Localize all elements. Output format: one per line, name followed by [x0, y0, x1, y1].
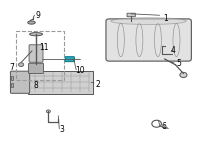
FancyBboxPatch shape: [28, 63, 44, 74]
FancyBboxPatch shape: [29, 45, 43, 62]
FancyBboxPatch shape: [10, 71, 30, 93]
Text: 11: 11: [40, 43, 49, 52]
Text: 3: 3: [60, 125, 65, 134]
Text: 8: 8: [33, 81, 38, 90]
Circle shape: [19, 63, 24, 66]
Ellipse shape: [28, 21, 35, 24]
Text: 9: 9: [35, 11, 40, 20]
Bar: [11, 76, 13, 80]
Ellipse shape: [30, 33, 42, 36]
Text: 6: 6: [161, 122, 166, 131]
Bar: [28, 71, 93, 94]
Circle shape: [46, 110, 50, 113]
Bar: [16, 31, 64, 80]
Circle shape: [180, 72, 187, 78]
Text: 4: 4: [171, 46, 176, 55]
Bar: [11, 83, 13, 87]
Text: 5: 5: [176, 59, 181, 68]
Text: 1: 1: [163, 14, 168, 23]
Text: 2: 2: [96, 80, 100, 89]
FancyBboxPatch shape: [106, 19, 191, 61]
FancyBboxPatch shape: [127, 13, 135, 17]
FancyBboxPatch shape: [65, 57, 74, 62]
Text: 7: 7: [9, 63, 14, 72]
Text: 10: 10: [75, 66, 85, 75]
Ellipse shape: [111, 18, 186, 25]
